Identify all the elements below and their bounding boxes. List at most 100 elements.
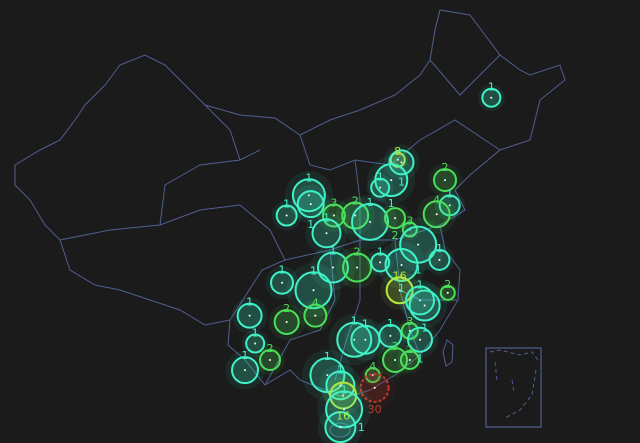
- bubble-marker[interactable]: [336, 246, 379, 289]
- bubble-marker[interactable]: [437, 282, 459, 304]
- bubble-center: [309, 203, 312, 206]
- bubble-marker[interactable]: [424, 244, 455, 275]
- bubble-marker[interactable]: [335, 196, 375, 236]
- bubble-center: [379, 261, 382, 264]
- bubble-marker[interactable]: [377, 240, 426, 289]
- bubble-value-label: 1: [351, 315, 358, 328]
- bubble-value-label: 1: [358, 421, 365, 434]
- bubble-value-label: 2: [354, 245, 361, 258]
- bubble-marker[interactable]: [317, 404, 363, 443]
- bubble-marker[interactable]: [397, 318, 422, 343]
- bubble-value-label: 4: [433, 193, 440, 206]
- bubble-marker[interactable]: [284, 171, 333, 220]
- bubble-center: [364, 338, 367, 341]
- bubble-marker[interactable]: [286, 263, 341, 318]
- bubble-marker[interactable]: [373, 319, 407, 353]
- bubble-marker[interactable]: [477, 84, 505, 112]
- bubble-value-label: 1: [488, 81, 495, 94]
- taiwan-outline: [442, 339, 454, 367]
- bubble-value-label: 1: [421, 322, 428, 335]
- bubble-marker[interactable]: [399, 279, 442, 322]
- bubble-center: [331, 266, 334, 269]
- bubble-center: [408, 358, 411, 361]
- bubble-value-label: 1: [415, 264, 422, 277]
- bubble-value-label: 1: [310, 264, 317, 277]
- bubble-marker[interactable]: [362, 364, 384, 386]
- bubble-value-label: 2: [267, 342, 274, 355]
- bubble-center: [339, 426, 342, 429]
- bubble-center: [417, 243, 420, 246]
- bubble-marker[interactable]: [225, 350, 265, 390]
- bubble-center: [339, 384, 342, 387]
- bubble-center: [354, 214, 357, 217]
- bubble-marker[interactable]: [317, 199, 351, 233]
- bubble-marker[interactable]: [353, 366, 396, 409]
- bubble-value-label: 2: [406, 343, 413, 356]
- bubble-marker[interactable]: [291, 184, 331, 224]
- bubble-value-label: 1: [387, 317, 394, 330]
- bubble-value-label: 1: [252, 327, 259, 340]
- bubble-center: [332, 214, 335, 217]
- bubble-center: [419, 299, 422, 302]
- bubble-marker[interactable]: [417, 194, 457, 234]
- bubble-value-label: 1: [367, 196, 374, 209]
- bubble-marker[interactable]: [380, 270, 420, 310]
- bubble-marker[interactable]: [391, 217, 446, 272]
- bubble-marker[interactable]: [265, 266, 299, 300]
- bubble-center: [400, 161, 403, 164]
- bubble-value-label: 3: [406, 214, 413, 227]
- bubble-marker[interactable]: [241, 330, 269, 358]
- bubble-marker[interactable]: [268, 303, 305, 340]
- bubble-value-label: 1: [446, 187, 453, 200]
- bubble-center: [398, 289, 401, 292]
- bubble-value-label: 1: [305, 171, 312, 184]
- bubble-center: [394, 358, 397, 361]
- bubble-center: [373, 386, 376, 389]
- bubble-center: [390, 179, 393, 182]
- bubble-marker[interactable]: [298, 299, 332, 333]
- bubble-center: [312, 289, 315, 292]
- bubble-marker[interactable]: [328, 314, 380, 366]
- bubble-marker[interactable]: [367, 156, 416, 205]
- bubble-value-label: 1: [246, 296, 253, 309]
- bubble-value-label: 1: [341, 383, 348, 396]
- bubble-value-label: 1: [337, 363, 344, 376]
- bubble-value-label: 8: [394, 145, 401, 158]
- bubble-marker[interactable]: [310, 244, 356, 290]
- bubble-center: [342, 394, 345, 397]
- bubble-value-label: 1: [398, 175, 405, 188]
- bubble-value-label: 1: [242, 349, 249, 362]
- bubble-marker[interactable]: [396, 346, 424, 374]
- bubble-marker[interactable]: [323, 375, 363, 415]
- bubble-center: [269, 358, 272, 361]
- bubble-value-label: 16: [336, 409, 350, 422]
- bubble-center: [343, 408, 346, 411]
- bubble-marker[interactable]: [428, 163, 462, 197]
- bubble-value-label: 1: [377, 245, 384, 258]
- bubble-value-label: 1: [283, 198, 290, 211]
- bubble-marker[interactable]: [305, 212, 348, 255]
- bubble-center: [389, 334, 392, 337]
- bubble-marker[interactable]: [231, 297, 268, 334]
- bubble-center: [371, 374, 374, 377]
- bubble-marker[interactable]: [402, 321, 439, 358]
- bubble-center: [423, 304, 426, 307]
- bubble-center: [353, 338, 356, 341]
- bubble-marker[interactable]: [383, 144, 420, 181]
- bubble-layer: [225, 84, 505, 443]
- bubble-marker[interactable]: [343, 194, 398, 249]
- country-outline: [14, 9, 566, 399]
- bubble-marker[interactable]: [344, 318, 387, 361]
- bubble-marker[interactable]: [271, 200, 302, 231]
- bubble-marker[interactable]: [402, 283, 448, 329]
- bubble-center: [325, 232, 328, 235]
- bubble-center: [285, 320, 288, 323]
- bubble-marker[interactable]: [377, 341, 414, 378]
- bubble-value-label: 3: [392, 340, 399, 353]
- bubble-value-label: 3: [406, 315, 413, 328]
- bubble-marker[interactable]: [255, 344, 286, 375]
- bubble-center: [396, 158, 399, 161]
- bubble-marker[interactable]: [380, 203, 411, 234]
